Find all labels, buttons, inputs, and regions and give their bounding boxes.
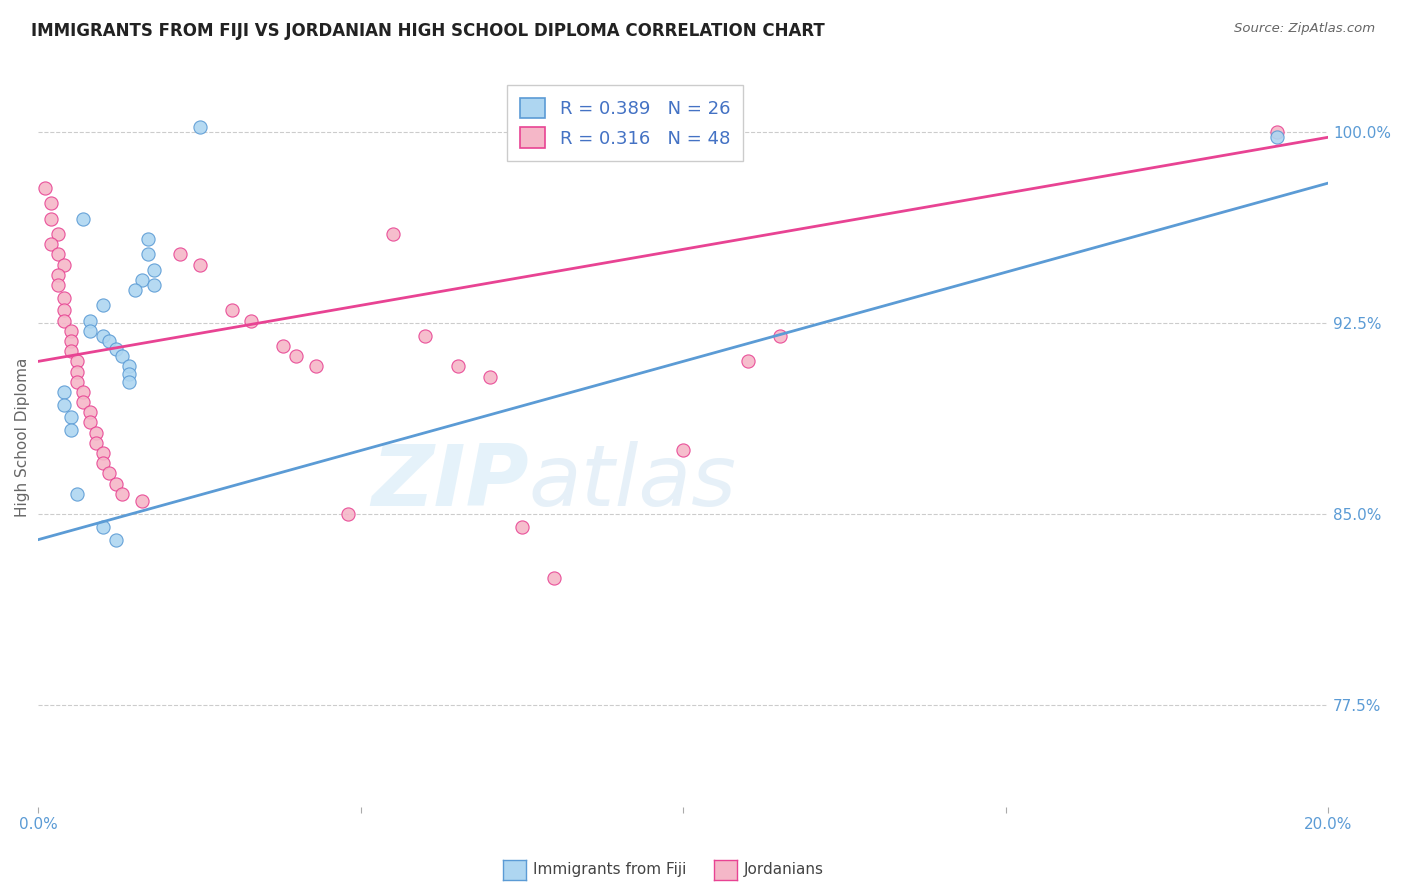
Point <box>131 273 153 287</box>
Point <box>737 354 759 368</box>
Point <box>117 367 139 381</box>
Point <box>59 423 82 437</box>
Point <box>111 349 134 363</box>
Point <box>86 435 108 450</box>
Point <box>53 398 76 412</box>
Point <box>1265 125 1288 139</box>
Text: IMMIGRANTS FROM FIJI VS JORDANIAN HIGH SCHOOL DIPLOMA CORRELATION CHART: IMMIGRANTS FROM FIJI VS JORDANIAN HIGH S… <box>31 22 825 40</box>
Point <box>285 349 308 363</box>
Point <box>53 258 76 272</box>
Y-axis label: High School Diploma: High School Diploma <box>15 358 30 517</box>
Point <box>46 268 69 282</box>
Point <box>53 384 76 399</box>
Point <box>79 324 101 338</box>
Text: Source: ZipAtlas.com: Source: ZipAtlas.com <box>1234 22 1375 36</box>
Text: atlas: atlas <box>529 441 737 524</box>
Point <box>72 384 94 399</box>
Point <box>143 262 166 277</box>
Point <box>672 443 695 458</box>
Point <box>117 375 139 389</box>
Point <box>79 405 101 419</box>
Point <box>59 410 82 425</box>
Point <box>59 334 82 348</box>
Point <box>72 395 94 409</box>
Point <box>39 237 62 252</box>
Point <box>91 298 114 312</box>
Point <box>136 232 159 246</box>
Point <box>34 181 56 195</box>
Point <box>98 467 121 481</box>
Text: ZIP: ZIP <box>371 441 529 524</box>
Point <box>382 227 405 241</box>
Point <box>104 476 127 491</box>
Point <box>111 487 134 501</box>
Point <box>104 533 127 547</box>
Point <box>221 303 243 318</box>
Point <box>91 446 114 460</box>
Point <box>39 196 62 211</box>
Point <box>104 342 127 356</box>
Point <box>169 247 191 261</box>
Point <box>91 329 114 343</box>
Point <box>72 211 94 226</box>
Point <box>86 425 108 440</box>
Point <box>131 494 153 508</box>
Point <box>66 365 89 379</box>
Point <box>478 369 501 384</box>
Text: Jordanians: Jordanians <box>744 863 824 877</box>
Point <box>188 120 211 134</box>
Point <box>240 313 263 327</box>
Point <box>1265 130 1288 145</box>
Point <box>59 324 82 338</box>
Point <box>66 375 89 389</box>
Point <box>46 227 69 241</box>
Point <box>66 487 89 501</box>
Point <box>46 277 69 292</box>
Point <box>136 247 159 261</box>
Text: Immigrants from Fiji: Immigrants from Fiji <box>533 863 686 877</box>
Point <box>769 329 792 343</box>
Legend: R = 0.389   N = 26, R = 0.316   N = 48: R = 0.389 N = 26, R = 0.316 N = 48 <box>508 85 742 161</box>
Point <box>91 456 114 470</box>
Point <box>336 507 359 521</box>
Point <box>91 520 114 534</box>
Point <box>446 359 468 374</box>
Point <box>124 283 146 297</box>
Point <box>543 571 565 585</box>
Point <box>79 313 101 327</box>
Point <box>143 277 166 292</box>
Point <box>39 211 62 226</box>
Point <box>273 339 295 353</box>
Point <box>53 291 76 305</box>
Point <box>304 359 326 374</box>
Point <box>46 247 69 261</box>
Point <box>413 329 436 343</box>
Point <box>59 344 82 359</box>
Point <box>117 359 139 374</box>
Point <box>66 354 89 368</box>
Point <box>510 520 533 534</box>
Point <box>53 303 76 318</box>
Point <box>98 334 121 348</box>
Point <box>188 258 211 272</box>
Point <box>53 313 76 327</box>
Point <box>79 416 101 430</box>
